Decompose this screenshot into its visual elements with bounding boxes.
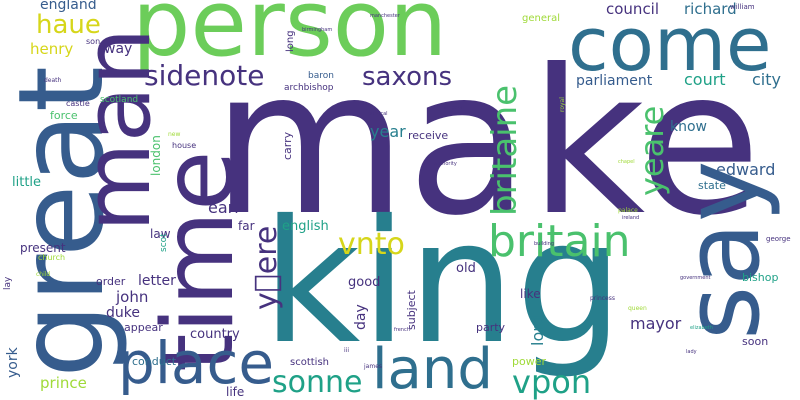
word-lady: lady — [686, 349, 697, 355]
word-house: house — [172, 141, 197, 150]
word-day: day — [353, 304, 369, 330]
word-city: city — [752, 70, 781, 89]
word-elizabeth: elizabeth — [690, 325, 713, 331]
word-baron: baron — [308, 71, 334, 81]
word-vnto: vnto — [338, 227, 405, 262]
word-subject: subject — [405, 290, 418, 330]
word-england: england — [40, 0, 97, 13]
word-archbishop: archbishop — [284, 83, 334, 93]
word-henry: henry — [30, 40, 74, 58]
word-mayor: mayor — [630, 314, 682, 333]
word-haue: haue — [36, 10, 101, 40]
word-come: come — [568, 2, 772, 88]
word-church: church — [38, 253, 66, 262]
word-political: political — [368, 111, 388, 117]
word-york: york — [5, 347, 21, 378]
word-earl: earl — [208, 198, 239, 217]
word-scotland: scotland — [100, 95, 139, 105]
word-son: son — [86, 37, 101, 46]
word-country: country — [190, 327, 240, 342]
word-state: state — [698, 179, 726, 192]
word-prince: prince — [40, 374, 87, 392]
word-government: government — [680, 275, 711, 281]
word-authority: authority — [434, 161, 457, 167]
word-old: old — [456, 261, 476, 276]
word-yere: y ere — [249, 225, 284, 310]
word-birmingham: birmingham — [302, 27, 333, 33]
word-know: know — [670, 119, 707, 135]
word-king: king — [262, 184, 624, 382]
word-parliament: parliament — [576, 73, 653, 89]
word-life: life — [226, 385, 245, 399]
word-council: council — [606, 0, 660, 18]
word-land: land — [372, 337, 493, 400]
word-long: long — [285, 30, 296, 52]
word-sidenote: sidenote — [144, 59, 265, 92]
word-castle: castle — [66, 99, 90, 108]
word-yeare: yeare — [633, 105, 671, 196]
word-william: william — [730, 3, 755, 11]
word-george: george — [766, 235, 791, 243]
word-good: good — [348, 275, 381, 290]
word-english: english — [282, 219, 329, 234]
word-iii: iii — [344, 347, 350, 354]
word-order: order — [96, 275, 126, 288]
word-letter: letter — [138, 273, 176, 289]
word-queen: queen — [628, 305, 647, 312]
word-scottish: scottish — [290, 357, 329, 368]
word-present: present — [20, 241, 66, 255]
word-make: make — [212, 27, 762, 260]
word-far: far — [238, 219, 255, 233]
word-person: person — [132, 0, 448, 77]
word-edward: edward — [716, 160, 776, 179]
word-sonne: sonne — [272, 365, 363, 400]
word-appear: appear — [124, 321, 163, 334]
word-soon: soon — [742, 335, 769, 348]
word-building: building — [534, 241, 555, 247]
word-receive: receive — [408, 129, 449, 142]
word-party: party — [476, 321, 506, 334]
word-scot: scot — [159, 233, 169, 252]
word-law: law — [150, 227, 171, 241]
word-force: force — [50, 109, 78, 122]
word-new: new — [168, 131, 181, 138]
word-general: general — [522, 13, 561, 24]
word-richard: richard — [684, 0, 737, 18]
word-court: court — [684, 70, 726, 89]
word-saxons: saxons — [362, 62, 452, 92]
word-like: like — [520, 287, 541, 301]
word-little: little — [12, 175, 42, 190]
word-britain: britain — [488, 216, 631, 267]
word-death: death — [44, 77, 62, 84]
word-child: child — [36, 271, 51, 278]
word-chapel: chapel — [618, 159, 635, 165]
word-way: way — [104, 41, 133, 57]
word-john: john — [116, 288, 149, 306]
word-princess: princess — [590, 295, 615, 302]
word-ireland: ireland — [622, 215, 640, 221]
word-year: year — [370, 122, 406, 141]
word-britaine: britaine — [485, 84, 525, 216]
word-manchester: manchester — [370, 13, 400, 19]
word-james: james — [364, 363, 383, 370]
word-french: french — [394, 327, 410, 333]
word-vpon: vpon — [512, 363, 592, 400]
word-place: place — [118, 329, 275, 397]
word-lord: lord — [528, 315, 547, 346]
word-duke: duke — [106, 305, 140, 321]
word-bishop: bishop — [742, 271, 779, 284]
word-palace: palace — [618, 207, 638, 214]
word-power: power — [512, 355, 546, 368]
word-kingdom: kingdom — [444, 105, 466, 111]
word-carry: carry — [281, 131, 294, 160]
word-lay: lay — [3, 276, 13, 290]
word-conduct: conduct — [132, 355, 177, 368]
word-london: london — [149, 135, 163, 176]
word-royal: royal — [559, 97, 566, 112]
